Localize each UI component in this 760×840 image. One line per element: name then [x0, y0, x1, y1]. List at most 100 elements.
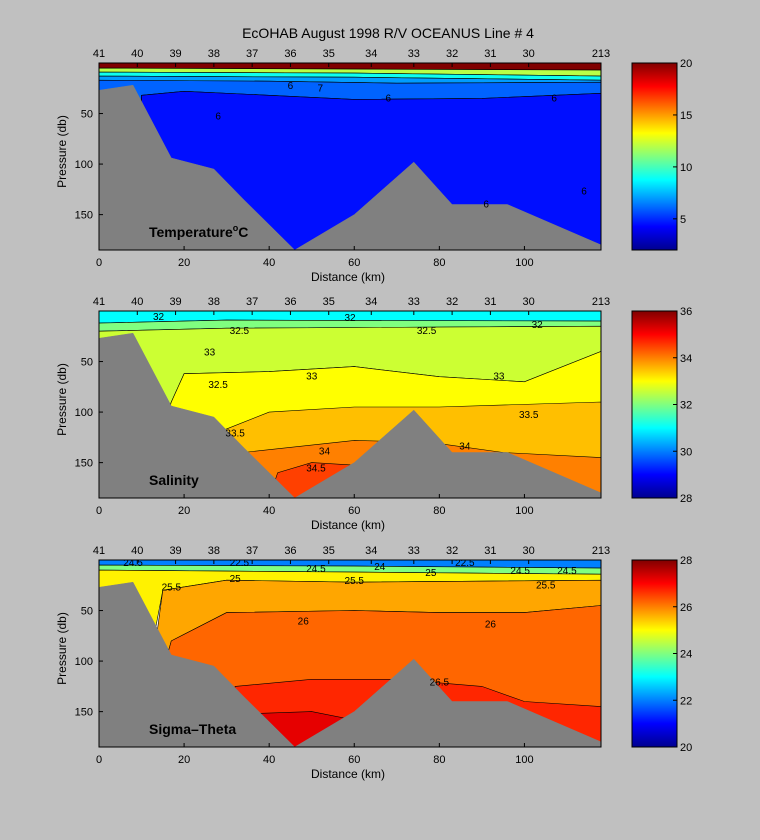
station-label: 39 [169, 545, 181, 557]
station-label: 31 [484, 545, 496, 557]
contour-label: 32.5 [230, 326, 250, 337]
colorbar-tick-label: 10 [680, 162, 692, 174]
contour-label: 33 [204, 347, 216, 358]
contour-region-2 [99, 564, 601, 575]
contour-label: 7 [317, 83, 323, 94]
plot-frame [98, 559, 602, 748]
station-label: 38 [208, 48, 220, 60]
y-tick-label: 150 [75, 210, 93, 222]
station-label: 213 [592, 296, 610, 308]
contour-label: 32.5 [417, 326, 437, 337]
colorbar-tick-label: 32 [680, 400, 692, 412]
station-label: 32 [446, 296, 458, 308]
contour-label: 25.5 [162, 582, 182, 593]
station-label: 34 [365, 296, 377, 308]
colorbar-tick-label: 5 [680, 214, 686, 226]
station-label: 34 [365, 48, 377, 60]
station-label: 36 [284, 545, 296, 557]
contour-label: 34 [319, 446, 331, 457]
station-label: 34 [365, 545, 377, 557]
x-axis-label: Distance (km) [311, 767, 385, 781]
x-tick-label: 100 [515, 754, 533, 766]
x-axis-label: Distance (km) [311, 518, 385, 532]
x-tick-label: 40 [263, 754, 275, 766]
contour-label: 6 [581, 186, 587, 197]
station-label: 36 [284, 296, 296, 308]
contour-label: 6 [386, 93, 392, 104]
y-tick-label: 50 [81, 606, 93, 618]
station-label: 38 [208, 545, 220, 557]
colorbar-tick-label: 15 [680, 110, 692, 122]
x-tick-label: 20 [178, 505, 190, 517]
station-label: 37 [246, 296, 258, 308]
contour-label: 26 [485, 620, 497, 631]
plot-frame [98, 310, 602, 499]
y-tick-label: 50 [81, 357, 93, 369]
x-tick-label: 60 [348, 754, 360, 766]
x-tick-label: 60 [348, 505, 360, 517]
colorbar [631, 310, 678, 499]
x-tick-label: 0 [96, 754, 102, 766]
contour-region-2 [99, 319, 601, 332]
contour-label: 6 [215, 112, 221, 123]
station-label: 30 [523, 48, 535, 60]
station-label: 41 [93, 296, 105, 308]
y-axis-label: Pressure (db) [55, 363, 69, 436]
y-tick-label: 150 [75, 458, 93, 470]
colorbar-tick-label: 26 [680, 602, 692, 614]
contour-label: 24.5 [557, 566, 577, 577]
panel-label: Salinity [149, 472, 199, 488]
station-label: 213 [592, 545, 610, 557]
station-label: 33 [408, 545, 420, 557]
y-tick-label: 150 [75, 707, 93, 719]
contour-label: 25 [230, 574, 242, 585]
station-label: 30 [523, 296, 535, 308]
colorbar-tick-label: 36 [680, 306, 692, 318]
colorbar [631, 559, 678, 748]
contour-label: 33 [493, 372, 505, 383]
colorbar-tick-label: 20 [680, 58, 692, 70]
y-tick-label: 100 [75, 656, 93, 668]
contour-label: 34 [459, 441, 471, 452]
colorbar [631, 62, 678, 251]
colorbar-tick-label: 24 [680, 649, 692, 661]
x-tick-label: 80 [433, 257, 445, 269]
contour-label: 24.5 [123, 558, 143, 569]
x-axis-label: Distance (km) [311, 270, 385, 284]
station-label: 38 [208, 296, 220, 308]
contour-label: 22.5 [455, 558, 475, 569]
contour-label: 25.5 [536, 580, 556, 591]
contour-label: 22.5 [230, 558, 250, 569]
x-tick-label: 40 [263, 505, 275, 517]
contour-label: 33 [306, 372, 318, 383]
station-label: 40 [131, 48, 143, 60]
station-label: 35 [323, 48, 335, 60]
seafloor-bathymetry [99, 332, 601, 498]
x-tick-label: 100 [515, 257, 533, 269]
panel-label: TemperatureoC [149, 223, 248, 240]
station-label: 33 [408, 48, 420, 60]
x-tick-label: 100 [515, 505, 533, 517]
contour-label: 26.5 [430, 677, 450, 688]
contour-label: 32.5 [208, 380, 228, 391]
colorbar-tick-label: 28 [680, 493, 692, 505]
contour-label: 24.5 [306, 564, 326, 575]
station-label: 37 [246, 48, 258, 60]
x-tick-label: 20 [178, 754, 190, 766]
figure-title: EcOHAB August 1998 R/V OCEANUS Line # 4 [242, 25, 534, 41]
x-tick-label: 0 [96, 257, 102, 269]
station-label: 39 [169, 296, 181, 308]
contour-label: 24.5 [510, 566, 530, 577]
contour-label: 25.5 [345, 576, 365, 587]
contour-label: 6 [551, 93, 557, 104]
contour-label: 6 [288, 81, 294, 92]
x-tick-label: 40 [263, 257, 275, 269]
section-panel-1: 6 7 6 6 6 6 6 41 40 39 38 37 36 35 34 33 32 31 30 213 0 20 40 6… [55, 48, 692, 284]
station-label: 30 [523, 545, 535, 557]
station-label: 213 [592, 48, 610, 60]
contour-label: 32 [153, 312, 165, 323]
contour-label: 24 [374, 562, 386, 573]
contour-label: 33.5 [519, 410, 539, 421]
y-tick-label: 50 [81, 109, 93, 121]
